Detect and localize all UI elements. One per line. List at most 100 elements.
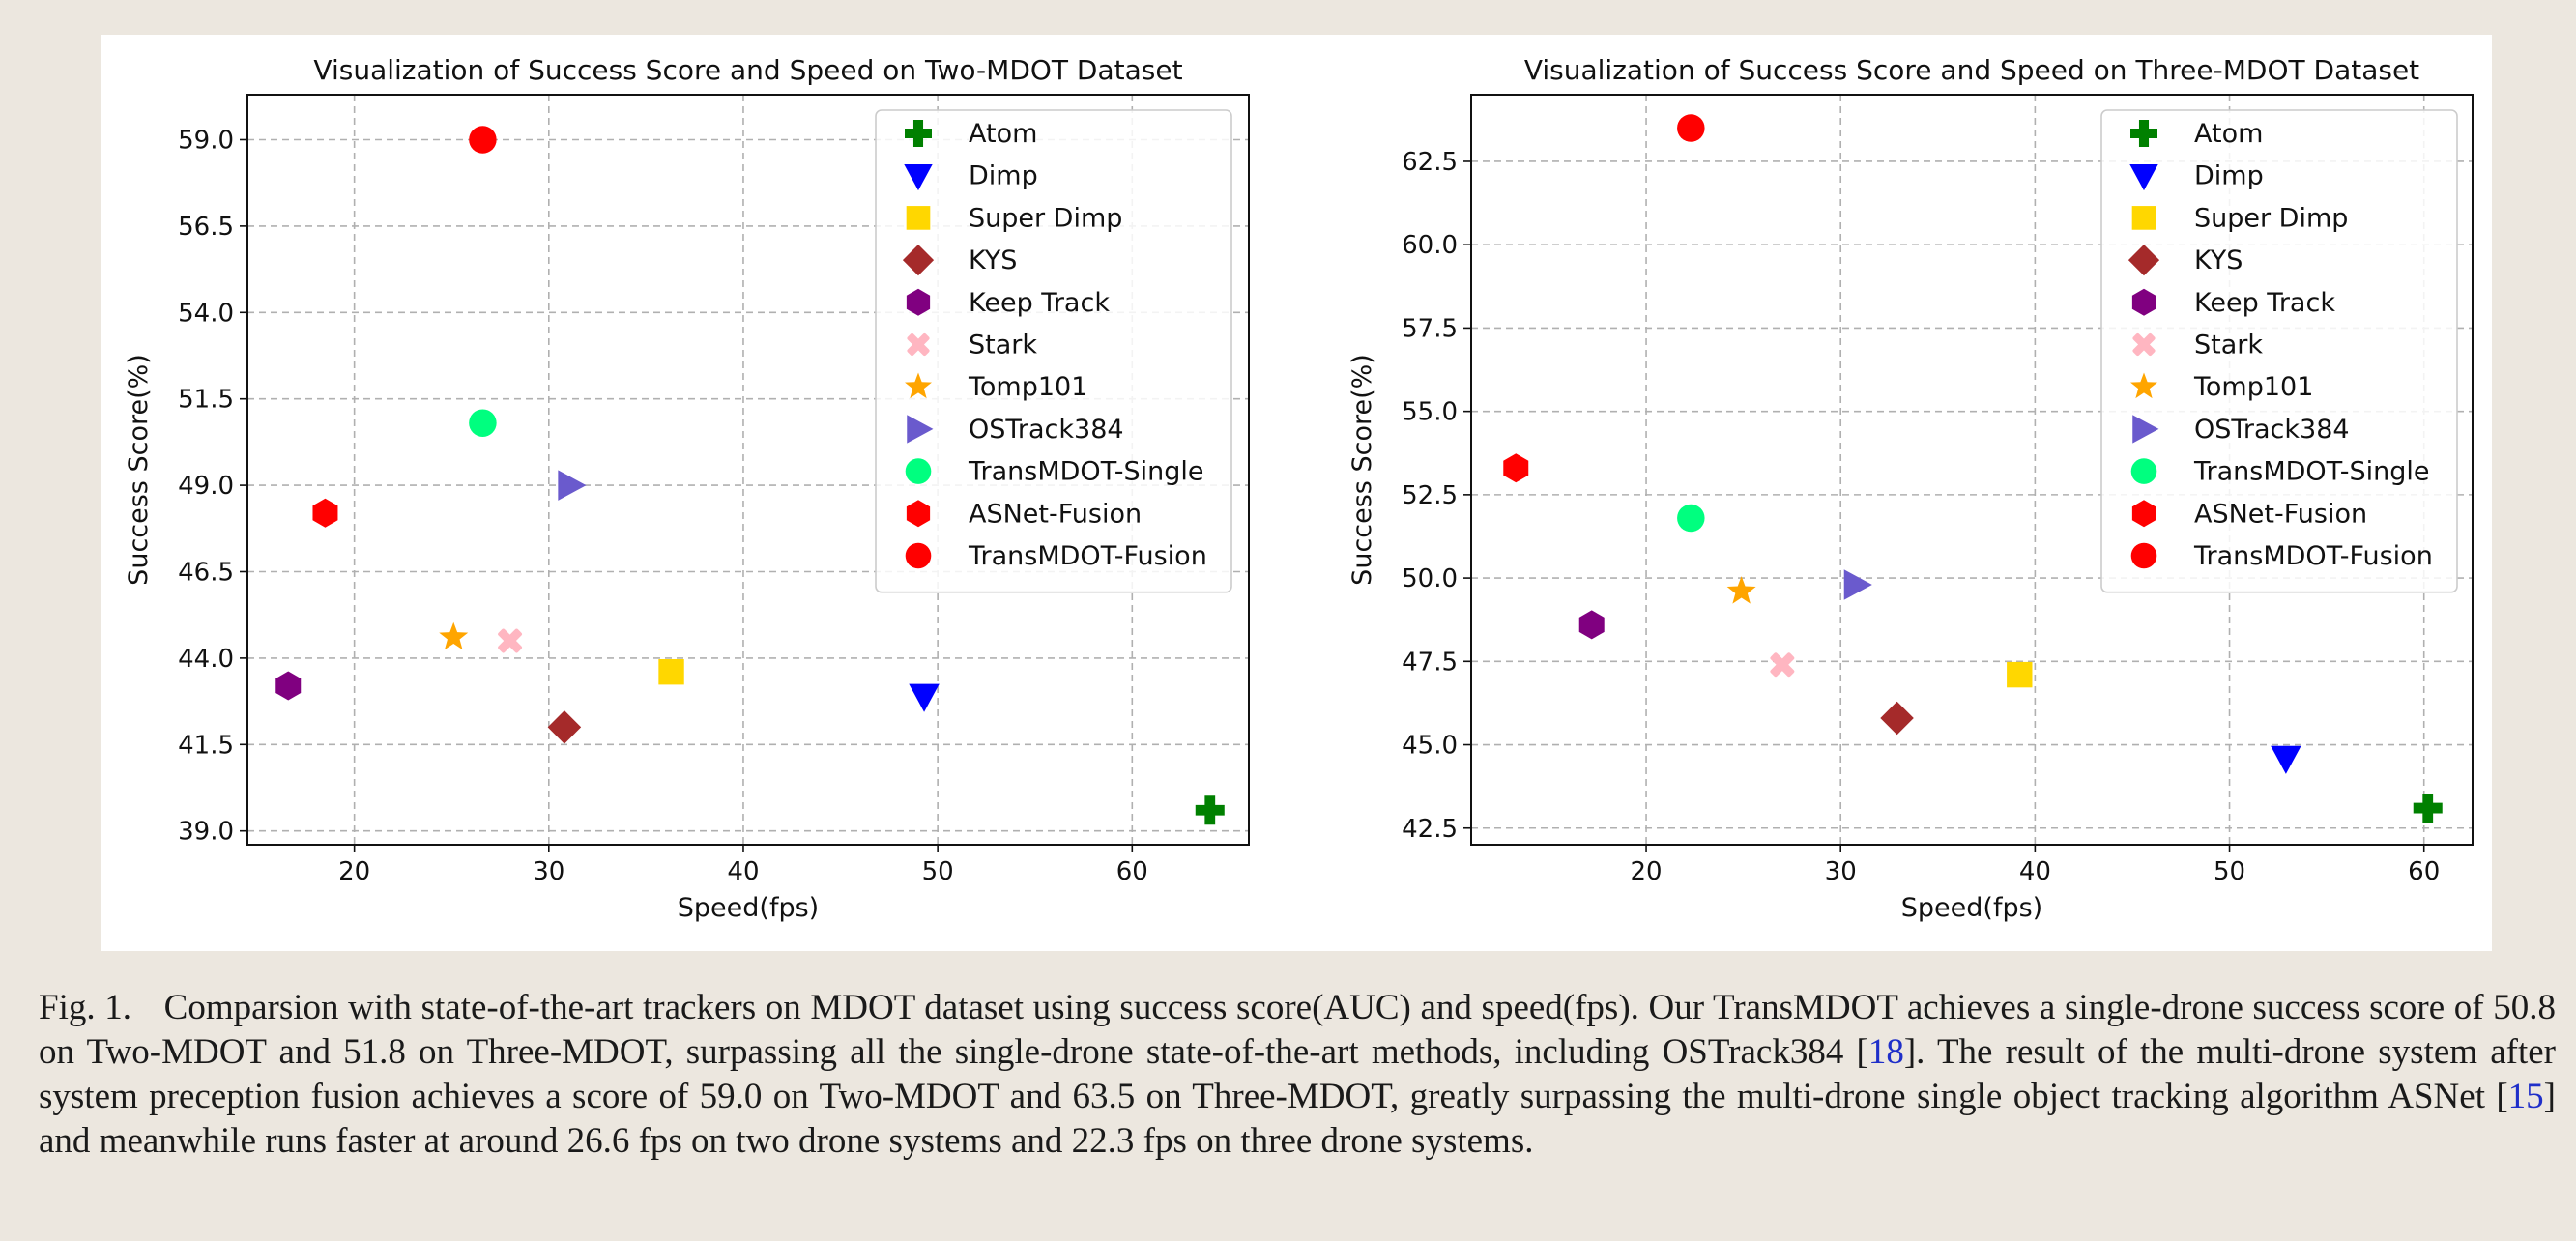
y-tick-label: 60.0 bbox=[1402, 231, 1458, 260]
caption-label: Fig. 1. bbox=[39, 988, 131, 1027]
x-axis-label: Speed(fps) bbox=[1901, 893, 2042, 923]
x-tick-label: 30 bbox=[533, 857, 564, 886]
x-tick-label: 40 bbox=[727, 857, 759, 886]
x-tick-label: 40 bbox=[2019, 857, 2051, 886]
legend-box bbox=[2100, 109, 2458, 593]
y-tick-label: 62.5 bbox=[1402, 148, 1458, 177]
legend-marker-super-dimp bbox=[906, 206, 931, 230]
point-dimp bbox=[909, 683, 940, 712]
y-tick-label: 59.0 bbox=[178, 126, 234, 155]
x-tick-label: 60 bbox=[2408, 857, 2440, 886]
scatter-charts: Visualization of Success Score and Speed… bbox=[124, 54, 2474, 923]
legend-label-ostrack384: OSTrack384 bbox=[969, 415, 1124, 445]
legend-marker-stark bbox=[2132, 332, 2156, 357]
x-tick-label: 50 bbox=[2214, 857, 2245, 886]
y-tick-label: 49.0 bbox=[178, 472, 234, 501]
point-kys bbox=[1880, 701, 1914, 736]
chart-2: Visualization of Success Score and Speed… bbox=[1347, 54, 2474, 923]
legend-marker-transmdot-fusion bbox=[2130, 542, 2157, 569]
y-tick-label: 54.0 bbox=[178, 299, 234, 328]
legend-marker-asnet-fusion bbox=[906, 500, 931, 528]
legend-label-super-dimp: Super Dimp bbox=[2194, 203, 2348, 233]
legend-marker-ostrack384 bbox=[907, 415, 934, 444]
legend-label-kys: KYS bbox=[2194, 245, 2243, 275]
y-tick-label: 41.5 bbox=[178, 731, 234, 760]
figure-panel: Visualization of Success Score and Speed… bbox=[101, 35, 2492, 951]
legend-marker-atom bbox=[2130, 120, 2157, 147]
legend-marker-dimp bbox=[2129, 163, 2158, 191]
point-keep-track bbox=[275, 671, 302, 701]
x-axis-label: Speed(fps) bbox=[678, 893, 819, 923]
legend: Atom Dimp Super Dimp KYS Keep Track Stark Tomp… bbox=[2100, 109, 2458, 593]
y-tick-label: 46.5 bbox=[178, 558, 234, 587]
point-kys bbox=[547, 710, 582, 744]
y-tick-label: 39.0 bbox=[178, 818, 234, 847]
legend-marker-keep-track bbox=[2131, 288, 2156, 316]
point-asnet-fusion bbox=[1503, 453, 1529, 483]
point-transmdot-fusion bbox=[1677, 114, 1705, 142]
legend-marker-tomp101 bbox=[905, 372, 932, 399]
legend-marker-asnet-fusion bbox=[2131, 500, 2156, 528]
legend-marker-ostrack384 bbox=[2132, 415, 2159, 444]
legend-label-transmdot-fusion: TransMDOT-Fusion bbox=[968, 541, 1207, 571]
legend-marker-dimp bbox=[904, 163, 933, 191]
legend-label-dimp: Dimp bbox=[969, 161, 1038, 191]
point-transmdot-single bbox=[469, 409, 497, 437]
point-keep-track bbox=[1578, 610, 1605, 640]
point-tomp101 bbox=[439, 621, 469, 650]
legend: Atom Dimp Super Dimp KYS Keep Track Stark Tomp… bbox=[875, 109, 1232, 593]
caption-text-2: ]. The result of the multi-drone system … bbox=[39, 1032, 2556, 1116]
caption-ref-18[interactable]: 18 bbox=[1867, 1032, 1904, 1072]
legend-marker-atom bbox=[905, 120, 932, 147]
chart-title: Visualization of Success Score and Speed… bbox=[1524, 54, 2419, 86]
legend-label-kys: KYS bbox=[969, 245, 1017, 275]
legend-marker-stark bbox=[907, 332, 930, 357]
caption-ref-15[interactable]: 15 bbox=[2507, 1077, 2544, 1116]
point-transmdot-single bbox=[1677, 504, 1705, 533]
caption-text-3: ] and meanwhile runs faster at around 26… bbox=[39, 1077, 2556, 1161]
legend-marker-keep-track bbox=[906, 288, 931, 316]
legend-marker-transmdot-fusion bbox=[905, 542, 932, 569]
chart-1: Visualization of Success Score and Speed… bbox=[124, 54, 1250, 923]
legend-marker-transmdot-single bbox=[905, 458, 932, 484]
x-tick-label: 60 bbox=[1116, 857, 1148, 886]
point-asnet-fusion bbox=[312, 498, 338, 528]
legend-label-atom: Atom bbox=[2194, 119, 2263, 149]
legend-label-asnet-fusion: ASNet-Fusion bbox=[2194, 499, 2367, 529]
point-super-dimp bbox=[2007, 661, 2033, 688]
legend-label-dimp: Dimp bbox=[2194, 161, 2264, 191]
y-tick-label: 56.5 bbox=[178, 213, 234, 242]
legend-label-stark: Stark bbox=[2194, 331, 2263, 361]
y-tick-label: 51.5 bbox=[178, 386, 234, 415]
point-stark bbox=[1770, 652, 1795, 678]
legend-box bbox=[875, 109, 1232, 593]
legend-label-transmdot-single: TransMDOT-Single bbox=[2193, 457, 2429, 487]
x-tick-label: 20 bbox=[338, 857, 370, 886]
y-tick-label: 44.0 bbox=[178, 645, 234, 674]
legend-label-asnet-fusion: ASNet-Fusion bbox=[969, 499, 1142, 529]
plot-frame bbox=[246, 94, 1250, 846]
legend-label-tomp101: Tomp101 bbox=[2193, 372, 2313, 402]
legend-marker-transmdot-single bbox=[2130, 458, 2157, 484]
figure-caption: Fig. 1. Comparsion with state-of-the-art… bbox=[39, 986, 2556, 1164]
legend-label-keep-track: Keep Track bbox=[969, 288, 1110, 318]
legend-label-stark: Stark bbox=[969, 331, 1037, 361]
y-tick-label: 55.0 bbox=[1402, 398, 1458, 427]
legend-label-ostrack384: OSTrack384 bbox=[2194, 415, 2350, 445]
point-atom bbox=[2413, 794, 2443, 823]
point-ostrack384 bbox=[558, 470, 587, 501]
y-tick-label: 42.5 bbox=[1402, 815, 1458, 844]
chart-title: Visualization of Success Score and Speed… bbox=[313, 54, 1182, 86]
legend-marker-tomp101 bbox=[2130, 372, 2157, 399]
y-tick-label: 45.0 bbox=[1402, 732, 1458, 761]
point-super-dimp bbox=[658, 658, 684, 685]
point-dimp bbox=[2271, 745, 2301, 774]
y-tick-label: 52.5 bbox=[1402, 481, 1458, 510]
y-axis-label: Success Score(%) bbox=[124, 354, 154, 586]
legend-label-keep-track: Keep Track bbox=[2194, 288, 2335, 318]
legend-marker-super-dimp bbox=[2131, 206, 2156, 230]
point-stark bbox=[498, 628, 523, 653]
x-tick-label: 20 bbox=[1631, 857, 1663, 886]
legend-label-atom: Atom bbox=[969, 119, 1037, 149]
point-transmdot-fusion bbox=[469, 126, 497, 154]
